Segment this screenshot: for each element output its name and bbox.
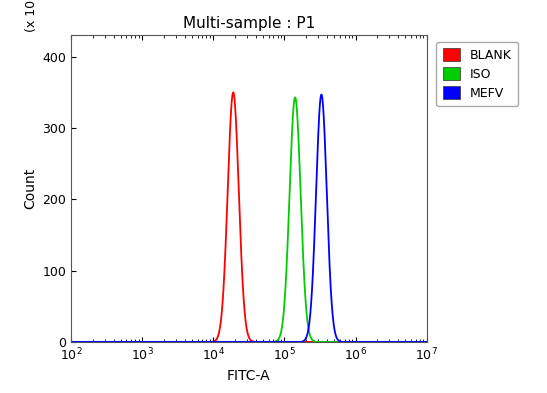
Title: Multi-sample : P1: Multi-sample : P1 [183,17,315,31]
X-axis label: FITC-A: FITC-A [227,369,271,383]
Y-axis label: Count: Count [23,168,37,209]
Legend: BLANK, ISO, MEFV: BLANK, ISO, MEFV [437,42,519,106]
Text: (x 10¹): (x 10¹) [25,0,38,32]
